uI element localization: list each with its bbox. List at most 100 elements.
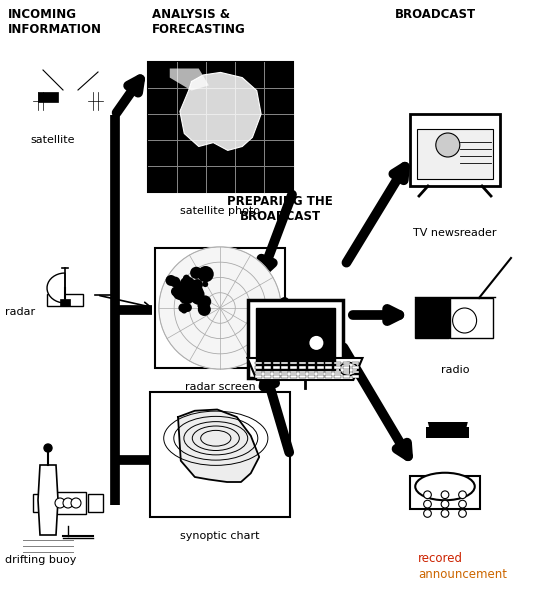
Circle shape xyxy=(441,510,449,517)
Bar xyxy=(352,375,359,378)
Circle shape xyxy=(198,303,211,316)
Bar xyxy=(334,370,341,373)
Bar xyxy=(334,375,341,378)
Circle shape xyxy=(63,498,73,508)
Bar xyxy=(316,362,324,364)
Circle shape xyxy=(458,491,466,498)
Circle shape xyxy=(458,510,466,517)
Polygon shape xyxy=(426,427,468,438)
Bar xyxy=(308,366,315,368)
Bar xyxy=(272,370,280,373)
Bar xyxy=(450,298,494,338)
Circle shape xyxy=(199,295,211,307)
Bar xyxy=(255,370,262,373)
Bar xyxy=(325,362,333,364)
Circle shape xyxy=(180,277,196,292)
Bar xyxy=(352,366,359,368)
Bar xyxy=(415,298,448,338)
Text: drifting buoy: drifting buoy xyxy=(5,555,76,565)
Circle shape xyxy=(424,491,431,498)
Text: ANALYSIS &
FORECASTING: ANALYSIS & FORECASTING xyxy=(152,8,246,36)
Bar xyxy=(148,62,293,192)
Circle shape xyxy=(197,300,209,311)
Circle shape xyxy=(179,280,190,292)
Polygon shape xyxy=(180,72,261,150)
Polygon shape xyxy=(247,358,363,380)
Circle shape xyxy=(188,291,199,302)
Bar xyxy=(299,375,306,378)
Circle shape xyxy=(44,444,52,452)
Bar xyxy=(272,366,280,368)
Ellipse shape xyxy=(416,473,475,500)
Circle shape xyxy=(202,281,208,287)
Text: announcement: announcement xyxy=(418,568,507,581)
Circle shape xyxy=(55,498,65,508)
Text: BROADCAST: BROADCAST xyxy=(395,8,476,21)
Bar xyxy=(417,129,493,179)
Circle shape xyxy=(192,292,204,304)
Text: synoptic chart: synoptic chart xyxy=(180,531,260,541)
Circle shape xyxy=(165,275,177,286)
Circle shape xyxy=(188,286,204,303)
Bar xyxy=(299,362,306,364)
Bar xyxy=(343,362,350,364)
Circle shape xyxy=(174,288,184,298)
Circle shape xyxy=(192,279,203,291)
Text: satellite photo: satellite photo xyxy=(180,206,261,216)
Bar xyxy=(299,366,306,368)
Polygon shape xyxy=(50,492,86,514)
Circle shape xyxy=(436,133,460,157)
Polygon shape xyxy=(38,92,58,102)
Circle shape xyxy=(181,307,187,313)
Bar xyxy=(150,392,290,517)
Bar xyxy=(281,375,289,378)
Bar xyxy=(281,362,289,364)
Bar xyxy=(290,366,297,368)
Circle shape xyxy=(178,303,187,312)
Bar xyxy=(352,370,359,373)
Bar xyxy=(264,362,271,364)
Bar xyxy=(255,375,262,378)
Bar xyxy=(290,375,297,378)
Text: radio: radio xyxy=(441,365,469,375)
Text: PREPARING THE
BROADCAST: PREPARING THE BROADCAST xyxy=(227,195,333,223)
Bar xyxy=(290,370,297,373)
Ellipse shape xyxy=(453,308,477,333)
Bar xyxy=(325,375,333,378)
Circle shape xyxy=(424,510,431,517)
Circle shape xyxy=(309,336,324,350)
Bar xyxy=(255,362,262,364)
Bar xyxy=(155,248,285,368)
Bar xyxy=(264,370,271,373)
Bar xyxy=(290,362,297,364)
Text: radar screen: radar screen xyxy=(184,382,255,392)
Circle shape xyxy=(183,275,190,281)
Bar xyxy=(272,375,280,378)
Text: recored: recored xyxy=(418,552,463,565)
Polygon shape xyxy=(47,294,83,306)
Polygon shape xyxy=(38,465,58,535)
Text: radar: radar xyxy=(5,307,35,317)
Bar xyxy=(281,370,289,373)
Circle shape xyxy=(188,283,203,297)
Circle shape xyxy=(171,286,181,297)
Bar xyxy=(410,114,500,186)
Text: TV newsreader: TV newsreader xyxy=(413,228,497,238)
Circle shape xyxy=(458,500,466,508)
Bar xyxy=(334,362,341,364)
Polygon shape xyxy=(47,273,65,303)
Bar xyxy=(343,370,350,373)
Circle shape xyxy=(441,500,449,508)
Bar xyxy=(264,366,271,368)
Text: INCOMING
INFORMATION: INCOMING INFORMATION xyxy=(8,8,102,36)
Circle shape xyxy=(159,247,281,369)
Bar xyxy=(343,375,350,378)
Polygon shape xyxy=(88,494,103,512)
Circle shape xyxy=(71,498,81,508)
Text: satellite: satellite xyxy=(30,135,75,145)
Bar xyxy=(248,300,343,378)
Bar xyxy=(308,370,315,373)
Circle shape xyxy=(170,277,180,288)
Bar xyxy=(316,370,324,373)
Polygon shape xyxy=(33,494,48,512)
